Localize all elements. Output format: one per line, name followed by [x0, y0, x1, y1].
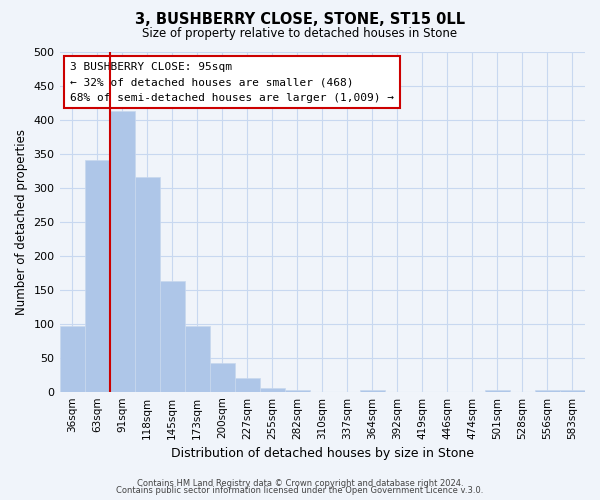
- Bar: [235, 378, 260, 392]
- Text: Size of property relative to detached houses in Stone: Size of property relative to detached ho…: [142, 28, 458, 40]
- Bar: [85, 160, 110, 392]
- Bar: [185, 326, 209, 392]
- Bar: [560, 390, 585, 392]
- Bar: [360, 390, 385, 392]
- Bar: [209, 363, 235, 392]
- Bar: [260, 388, 285, 392]
- Bar: [535, 390, 560, 392]
- Text: 3 BUSHBERRY CLOSE: 95sqm
← 32% of detached houses are smaller (468)
68% of semi-: 3 BUSHBERRY CLOSE: 95sqm ← 32% of detach…: [70, 62, 394, 103]
- Y-axis label: Number of detached properties: Number of detached properties: [15, 128, 28, 314]
- Text: Contains public sector information licensed under the Open Government Licence v.: Contains public sector information licen…: [116, 486, 484, 495]
- Text: Contains HM Land Registry data © Crown copyright and database right 2024.: Contains HM Land Registry data © Crown c…: [137, 478, 463, 488]
- Bar: [134, 178, 160, 392]
- Text: 3, BUSHBERRY CLOSE, STONE, ST15 0LL: 3, BUSHBERRY CLOSE, STONE, ST15 0LL: [135, 12, 465, 28]
- Bar: [485, 390, 510, 392]
- Bar: [59, 326, 85, 392]
- Bar: [285, 390, 310, 392]
- Bar: [160, 281, 185, 392]
- Bar: [110, 110, 134, 392]
- X-axis label: Distribution of detached houses by size in Stone: Distribution of detached houses by size …: [171, 447, 474, 460]
